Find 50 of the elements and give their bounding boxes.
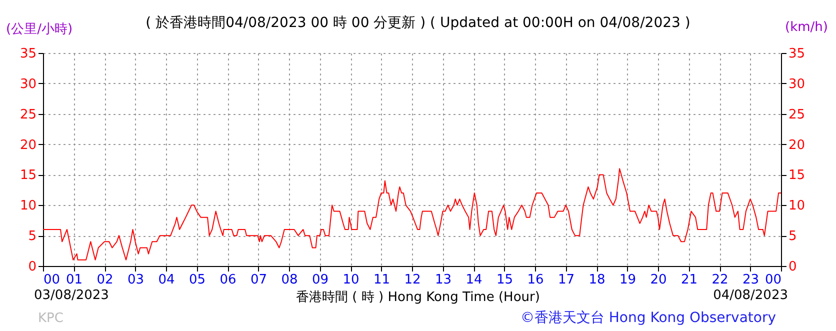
text: 03/08/2023 bbox=[34, 288, 109, 303]
x-tick-label: 18 bbox=[588, 272, 606, 288]
x-tick-label: 00 bbox=[764, 272, 782, 288]
x-tick-label: 22 bbox=[712, 272, 728, 288]
x-tick-label: 20 bbox=[650, 272, 667, 288]
x-tick-label: 03 bbox=[127, 272, 144, 288]
y2-tick-label: 20 bbox=[788, 138, 806, 153]
x-tick-label: 01 bbox=[66, 272, 83, 288]
x-tick-label: 11 bbox=[373, 272, 390, 288]
y2-tick-label: 30 bbox=[788, 76, 806, 92]
x-tick-label: 19 bbox=[619, 272, 636, 288]
x-tick-label: 23 bbox=[742, 272, 760, 288]
text: ©香港天文台 Hong Kong Observatory bbox=[520, 309, 776, 327]
y-tick-label: 15 bbox=[20, 168, 36, 184]
x-tick-label: 00 bbox=[44, 272, 60, 288]
x-tick-label: 05 bbox=[188, 272, 206, 288]
y2-tick-label: 35 bbox=[788, 46, 806, 62]
y2-axis-title: (km/h) bbox=[785, 20, 828, 35]
y-tick-label: 10 bbox=[20, 198, 36, 214]
y2-tick-label: 25 bbox=[788, 107, 806, 122]
y-tick-label: 35 bbox=[20, 46, 36, 62]
x-tick-label: 16 bbox=[527, 272, 544, 288]
y-axis-title: (公里/小時) bbox=[6, 21, 73, 38]
y2-tick-label: 10 bbox=[788, 198, 806, 214]
x-tick-label: 04 bbox=[158, 272, 175, 288]
x-tick-label: 06 bbox=[220, 272, 236, 288]
x-tick-label: 10 bbox=[342, 272, 360, 288]
y-tick-label: 25 bbox=[20, 107, 36, 122]
chart-title: ( 於香港時間04/08/2023 00 時 00 分更新 ) ( Updated at 00:00H on 04/08/2023 ) bbox=[146, 15, 690, 31]
x-tick-label: 07 bbox=[250, 272, 268, 288]
x-tick-label: 13 bbox=[434, 272, 452, 288]
text: KPC bbox=[38, 311, 64, 326]
y-tick-label: 0 bbox=[28, 260, 36, 274]
y2-tick-label: 5 bbox=[788, 229, 797, 244]
y-tick-label: 20 bbox=[20, 138, 36, 153]
y-tick-label: 5 bbox=[28, 229, 36, 244]
y2-tick-label: 15 bbox=[788, 168, 806, 184]
x-tick-label: 08 bbox=[281, 272, 298, 288]
x-tick-label: 12 bbox=[404, 272, 421, 288]
x-axis-title: 香港時間 ( 時 ) Hong Kong Time (Hour) bbox=[296, 290, 540, 305]
x-tick-label: 15 bbox=[496, 272, 514, 288]
y2-tick-label: 0 bbox=[788, 260, 797, 274]
x-tick-label: 09 bbox=[312, 272, 329, 288]
text: 04/08/2023 bbox=[713, 288, 788, 303]
x-tick-label: 02 bbox=[96, 272, 114, 288]
x-tick-label: 21 bbox=[680, 272, 698, 288]
y-tick-label: 30 bbox=[20, 76, 36, 92]
line-series bbox=[43, 168, 781, 260]
x-tick-label: 17 bbox=[558, 272, 575, 288]
x-tick-label: 14 bbox=[466, 272, 482, 288]
